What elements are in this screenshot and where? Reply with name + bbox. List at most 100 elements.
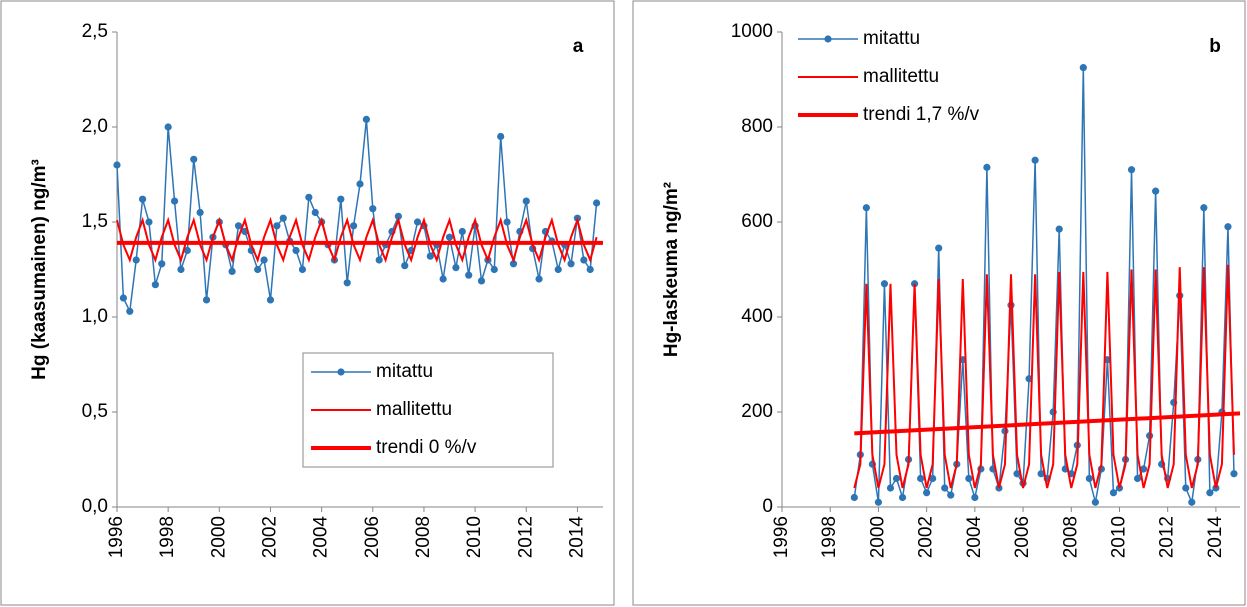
legend-label: trendi 1,7 %/v (863, 104, 980, 125)
data-point (266, 296, 275, 304)
data-point (874, 498, 883, 506)
data-point (362, 115, 370, 123)
data-point (305, 193, 313, 201)
x-tick-label: 2006 (362, 516, 383, 558)
data-point (586, 265, 594, 274)
data-point (254, 265, 262, 274)
y-tick-label: 200 (741, 401, 773, 422)
data-point (503, 218, 511, 226)
data-point (311, 208, 319, 217)
data-point (1085, 474, 1093, 483)
data-point (522, 197, 530, 205)
panel-border (632, 0, 1246, 606)
x-tick-label: 1998 (157, 516, 178, 558)
y-tick-label: 0 (762, 496, 773, 517)
data-point (892, 474, 901, 483)
data-point (279, 214, 287, 222)
data-point (509, 260, 518, 268)
x-tick-label: 2012 (515, 516, 536, 558)
panel-label: b (1209, 36, 1221, 57)
y-axis-label: Hg (kaasumainen) ng/m³ (29, 159, 50, 380)
data-point (593, 199, 601, 207)
data-point (126, 307, 134, 315)
data-point (426, 252, 434, 260)
data-point (190, 155, 198, 163)
y-tick-label: 1,0 (82, 306, 108, 327)
y-tick-label: 1000 (731, 21, 773, 42)
data-point (1188, 498, 1196, 506)
data-point (923, 489, 931, 497)
data-point (898, 493, 907, 502)
legend-label: mitattu (376, 361, 433, 382)
data-point (947, 491, 955, 499)
y-tick-label: 0,0 (82, 496, 108, 517)
data-point (145, 218, 153, 226)
data-point (917, 474, 925, 483)
data-point (343, 279, 351, 287)
data-point (119, 294, 127, 302)
data-point (497, 132, 505, 141)
data-point (273, 222, 281, 230)
data-point (413, 218, 422, 226)
x-tick-label: 2000 (208, 516, 229, 558)
data-point (1152, 187, 1160, 195)
data-point (151, 281, 159, 289)
data-point (132, 256, 140, 264)
data-point (458, 227, 466, 236)
data-point (138, 195, 147, 203)
data-point (375, 256, 383, 264)
data-point (202, 296, 211, 304)
series-line (116, 216, 598, 264)
data-point (941, 484, 949, 492)
data-point (337, 195, 345, 203)
data-point (567, 260, 575, 268)
data-point (298, 265, 307, 274)
data-point (158, 260, 166, 268)
x-tick-label: 1996 (771, 516, 792, 558)
x-tick-label: 1996 (106, 516, 127, 558)
data-point (401, 262, 409, 270)
data-point (1109, 489, 1118, 497)
data-point (234, 222, 243, 230)
x-tick-label: 2014 (1205, 516, 1226, 559)
data-point (886, 484, 895, 492)
data-point (350, 222, 358, 230)
series-line (854, 411, 1241, 436)
data-point (490, 265, 498, 274)
data-point (1230, 470, 1238, 478)
data-point (554, 265, 562, 274)
data-point (862, 204, 870, 212)
x-tick-label: 2008 (1060, 516, 1081, 558)
data-point (177, 265, 185, 274)
x-tick-label: 2012 (1157, 516, 1178, 558)
legend-label: mallitettu (863, 66, 939, 87)
series-line (116, 119, 598, 314)
x-tick-label: 1998 (819, 516, 840, 558)
legend-label: mitattu (863, 28, 920, 49)
data-point (183, 246, 191, 255)
y-tick-label: 1,5 (82, 211, 108, 232)
y-tick-label: 400 (741, 306, 773, 327)
x-tick-label: 2002 (916, 516, 937, 558)
legend-label: trendi 0 %/v (376, 437, 477, 458)
data-point (260, 256, 268, 264)
data-point (535, 275, 543, 283)
data-point (983, 163, 991, 171)
x-tick-label: 2004 (311, 516, 332, 559)
data-point (1091, 498, 1099, 506)
y-tick-label: 2,5 (82, 21, 108, 42)
legend-marker (824, 35, 832, 43)
panel-label: a (573, 36, 584, 57)
x-tick-label: 2008 (413, 516, 434, 558)
x-tick-label: 2004 (964, 516, 985, 559)
data-point (1200, 204, 1208, 212)
data-point (580, 256, 588, 264)
data-point (935, 244, 943, 252)
y-tick-label: 600 (741, 211, 773, 232)
data-point (292, 246, 300, 255)
data-point (1206, 489, 1214, 497)
data-point (1182, 484, 1190, 492)
x-tick-label: 2006 (1012, 516, 1033, 558)
